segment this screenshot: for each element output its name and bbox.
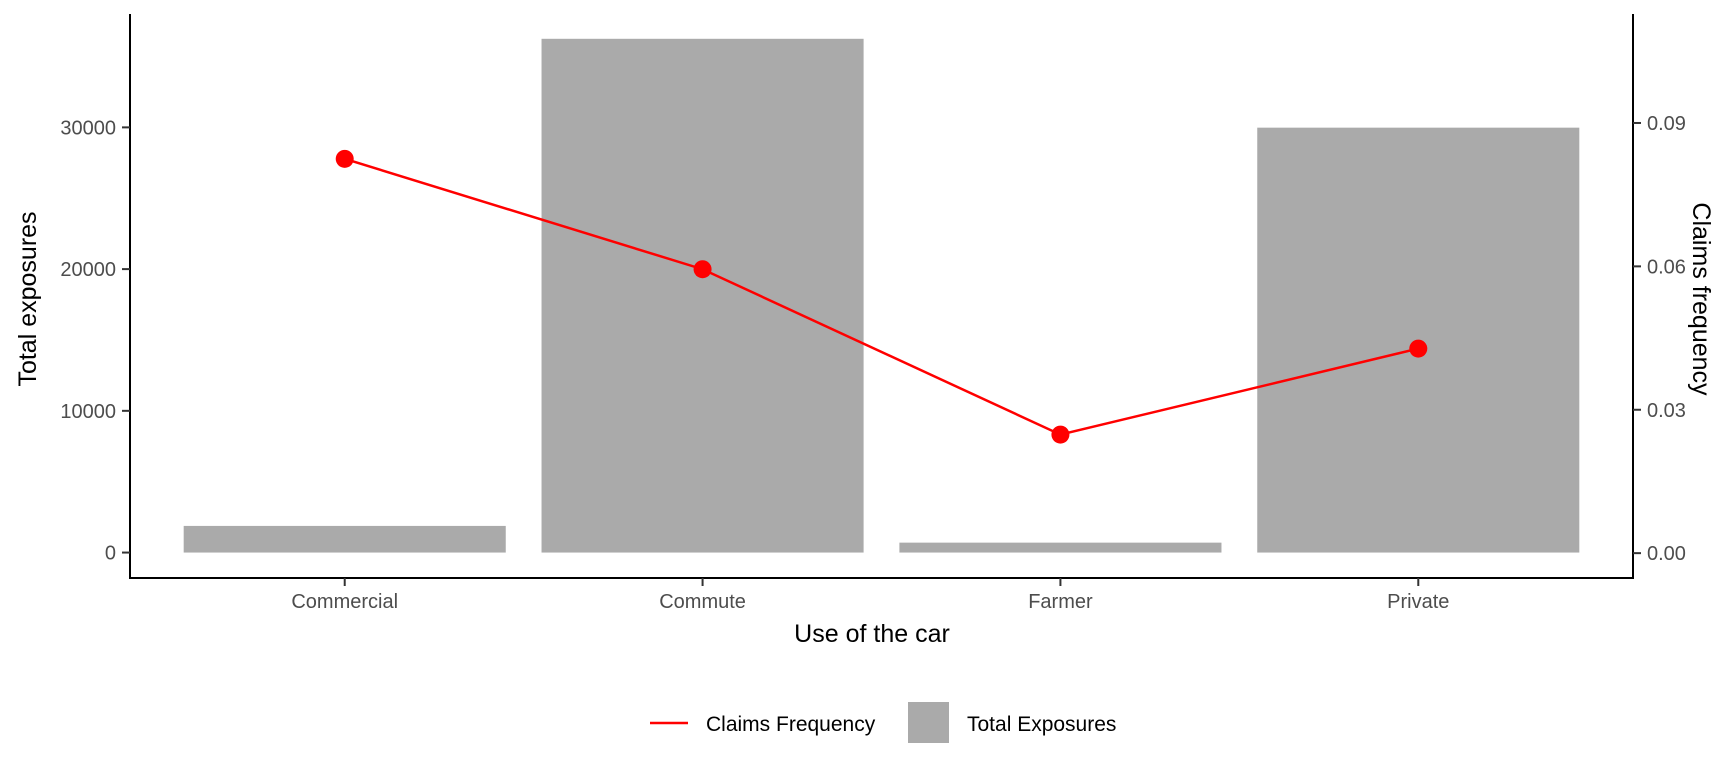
point-private	[1409, 339, 1428, 358]
y2-tick-label-0-06: 0.06	[1647, 256, 1686, 278]
x-tick-label-farmer: Farmer	[1028, 591, 1093, 613]
legend: Claims Frequency Total Exposures	[650, 702, 1116, 743]
y2-axis-title: Claims frequency	[1687, 202, 1715, 396]
point-commercial	[335, 149, 354, 168]
bars-layer	[183, 38, 1580, 553]
legend-label-claims-frequency: Claims Frequency	[706, 713, 876, 736]
line-layer	[335, 149, 1428, 444]
legend-label-total-exposures: Total Exposures	[967, 713, 1116, 736]
bar-farmer	[899, 542, 1222, 553]
y2-tick-label-0-00: 0.00	[1647, 543, 1686, 565]
legend-item-total-exposures: Total Exposures	[908, 702, 1116, 743]
bar-commute	[541, 38, 864, 553]
y-tick-label-20000: 20000	[60, 259, 116, 281]
legend-item-claims-frequency: Claims Frequency	[650, 713, 876, 736]
legend-key-total-exposures	[908, 702, 949, 743]
y-tick-label-0: 0	[105, 543, 116, 565]
claims-frequency-line	[344, 157, 1419, 436]
x-axis-title: Use of the car	[794, 620, 950, 648]
x-tick-label-private: Private	[1387, 591, 1449, 613]
x-tick-label-commercial: Commercial	[291, 591, 398, 613]
y-tick-label-10000: 10000	[60, 401, 116, 423]
y2-tick-label-0-09: 0.09	[1647, 113, 1686, 135]
y-tick-label-30000: 30000	[60, 117, 116, 139]
point-farmer	[1051, 425, 1070, 444]
x-tick-label-commute: Commute	[659, 591, 746, 613]
y2-tick-label-0-03: 0.03	[1647, 400, 1686, 422]
axes-layer: 0 10000 20000 30000 0.00 0.03 0.06 0.09 Commerci…	[60, 14, 1686, 613]
bar-commercial	[183, 525, 506, 553]
y-axis-title: Total exposures	[14, 211, 42, 386]
point-commute	[693, 260, 712, 279]
